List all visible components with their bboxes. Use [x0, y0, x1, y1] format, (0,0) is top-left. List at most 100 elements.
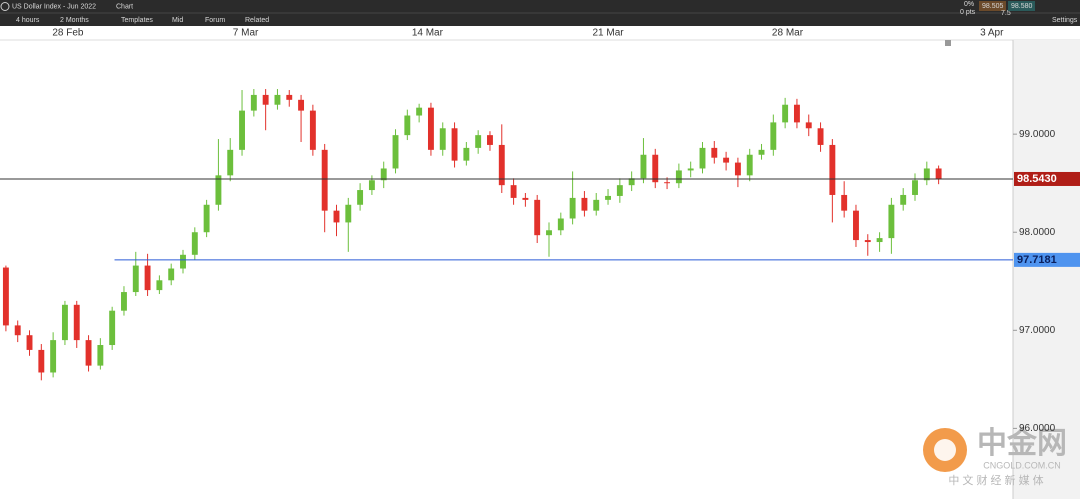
instrument[interactable]: US Dollar Index - Jun 2022 [12, 3, 96, 10]
price-axis [1013, 40, 1080, 499]
candle-body [805, 122, 812, 129]
price-label-box [1014, 252, 1080, 267]
spread: 7.5 [1001, 10, 1011, 17]
timeframe[interactable]: 4 hours [16, 17, 40, 24]
toolbar-button[interactable]: Mid [172, 17, 183, 24]
y-tick-label: 98.0000 [1019, 227, 1056, 238]
candle-body [180, 254, 186, 269]
candle-body [14, 325, 21, 336]
settings[interactable]: Settings [1052, 17, 1078, 24]
y-tick-label: 96.0000 [1019, 423, 1056, 434]
candle-body [85, 340, 92, 366]
candle-body [215, 175, 222, 205]
candle-body [50, 340, 57, 373]
range[interactable]: 2 Months [60, 17, 89, 24]
candle-body [274, 94, 281, 105]
candle-body [368, 180, 375, 191]
icon [0, 2, 10, 11]
candle-body [298, 99, 305, 111]
candle-body [380, 168, 387, 181]
x-tick-label: 3 Apr [980, 28, 1004, 39]
candle-body [286, 94, 293, 100]
candle-body [487, 135, 493, 145]
candle-body [675, 170, 682, 184]
candle-body [817, 128, 824, 145]
candle-body [793, 104, 800, 123]
candle-body [156, 280, 163, 291]
candle-body [227, 149, 234, 176]
candle-body [829, 144, 836, 195]
candle-body [191, 232, 198, 255]
candle-body [782, 104, 789, 123]
candle-body [498, 144, 505, 186]
candle-body [569, 197, 576, 219]
candle-body [522, 197, 529, 200]
candle-body [451, 128, 458, 161]
tab[interactable]: Chart [116, 3, 133, 10]
candle-body [699, 147, 706, 169]
change-pct: 0% [964, 1, 974, 8]
candle-body [309, 110, 316, 150]
candle-body [203, 204, 210, 233]
time-axis [0, 26, 1080, 40]
candle-body [168, 268, 175, 281]
candle-body [546, 230, 552, 236]
candle-body [687, 168, 694, 171]
toolbar-button[interactable]: Templates [121, 17, 153, 24]
candle-body [121, 292, 127, 311]
candle-body [734, 162, 741, 176]
candle-body [853, 210, 859, 241]
candle-body [723, 157, 730, 163]
buy-price[interactable]: 98.580 [1011, 3, 1033, 10]
candle-body [404, 115, 411, 136]
y-tick-label: 97.0000 [1019, 325, 1056, 336]
candle-body [144, 265, 151, 291]
candle-body [876, 238, 883, 243]
candle-body [746, 154, 753, 176]
candle-body [38, 349, 45, 373]
candle-body [664, 182, 671, 184]
candle-body [841, 194, 848, 211]
candle-body [357, 190, 364, 205]
candle-body [97, 345, 104, 366]
candle-body [2, 267, 9, 326]
candle-body [711, 147, 718, 158]
x-tick-label: 28 Mar [772, 28, 804, 39]
candle-body [557, 218, 564, 231]
candle-body [628, 178, 635, 186]
candle-body [262, 94, 269, 105]
x-tick-label: 7 Mar [233, 28, 259, 39]
candle-body [475, 135, 482, 148]
candle-body [935, 168, 942, 180]
change-pts: 0 pts [960, 9, 976, 16]
candle-body [61, 304, 68, 341]
candle-body [510, 185, 517, 198]
candle-body [392, 135, 399, 169]
candle-body [912, 180, 918, 195]
plot [0, 89, 1013, 381]
candle-body [250, 94, 257, 111]
watermark-brand: 中金网 [977, 426, 1067, 460]
candle-body [345, 204, 352, 223]
toolbar-button[interactable]: Forum [205, 17, 225, 24]
candle-body [888, 204, 895, 239]
candle-body [770, 122, 777, 150]
sell-price[interactable]: 98.505 [982, 3, 1004, 10]
x-tick-label: 21 Mar [592, 28, 624, 39]
candle-body [900, 194, 907, 205]
watermark: 中金网 CNGOLD.COM.CN 中 文 财 经 新 媒 体 [923, 426, 1067, 487]
candle-body [109, 310, 116, 346]
buy-box[interactable] [1008, 1, 1035, 11]
candle-body [923, 168, 930, 181]
candle-body [593, 199, 600, 211]
candle-body [26, 335, 33, 350]
y-tick-label: 99.0000 [1019, 129, 1056, 140]
toolbar-button[interactable]: Related [245, 17, 269, 24]
watermark-logo [934, 439, 956, 461]
x-tick-label: 14 Mar [412, 28, 444, 39]
candle-body [652, 154, 659, 183]
watermark-domain: CNGOLD.COM.CN [983, 460, 1061, 470]
sell-box[interactable] [979, 1, 1006, 11]
candle-body [239, 110, 245, 150]
